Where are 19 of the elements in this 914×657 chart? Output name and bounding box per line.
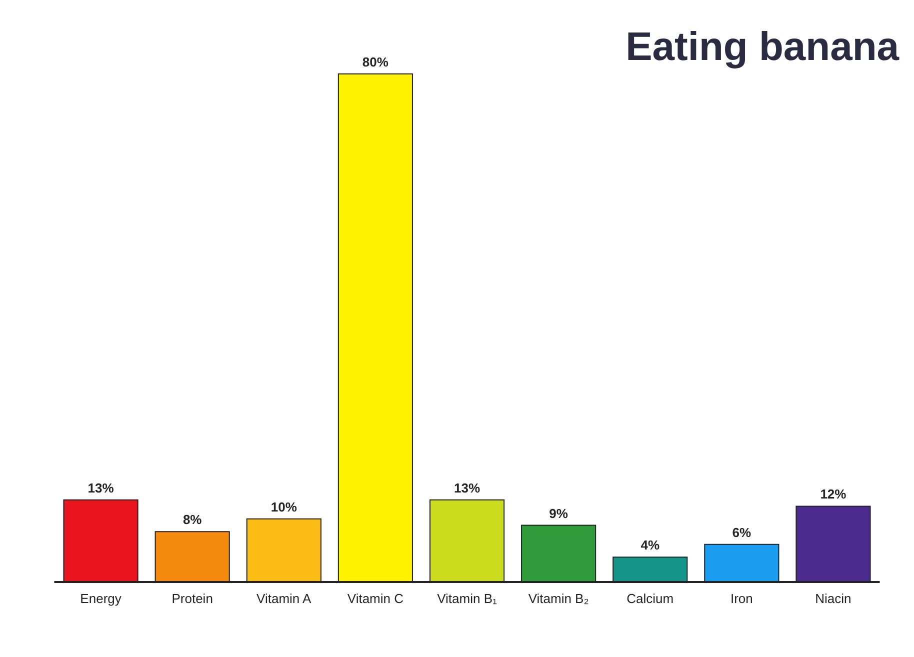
x-tick-label: Vitamin A [256,591,312,606]
x-tick-label: Vitamin C [347,591,404,606]
x-tick-label: Calcium [626,591,674,606]
data-label: 9% [549,506,568,521]
x-tick-label: Energy [80,591,122,606]
data-label: 12% [820,486,847,502]
data-label: 4% [640,538,660,553]
data-label: 13% [454,480,480,496]
data-label: 10% [270,499,298,514]
chart-title: Eating banana [626,25,900,69]
x-tick-label: Vitamin B₂ [528,591,589,606]
data-label: 13% [88,480,114,496]
data-label: 8% [182,512,202,528]
x-tick-label: Vitamin B₁ [437,591,498,606]
data-label: 6% [732,524,752,540]
data-label: 80% [362,54,389,70]
x-tick-label: Iron [730,591,753,606]
x-tick-label: Niacin [815,591,852,606]
x-tick-label: Protein [172,591,213,606]
